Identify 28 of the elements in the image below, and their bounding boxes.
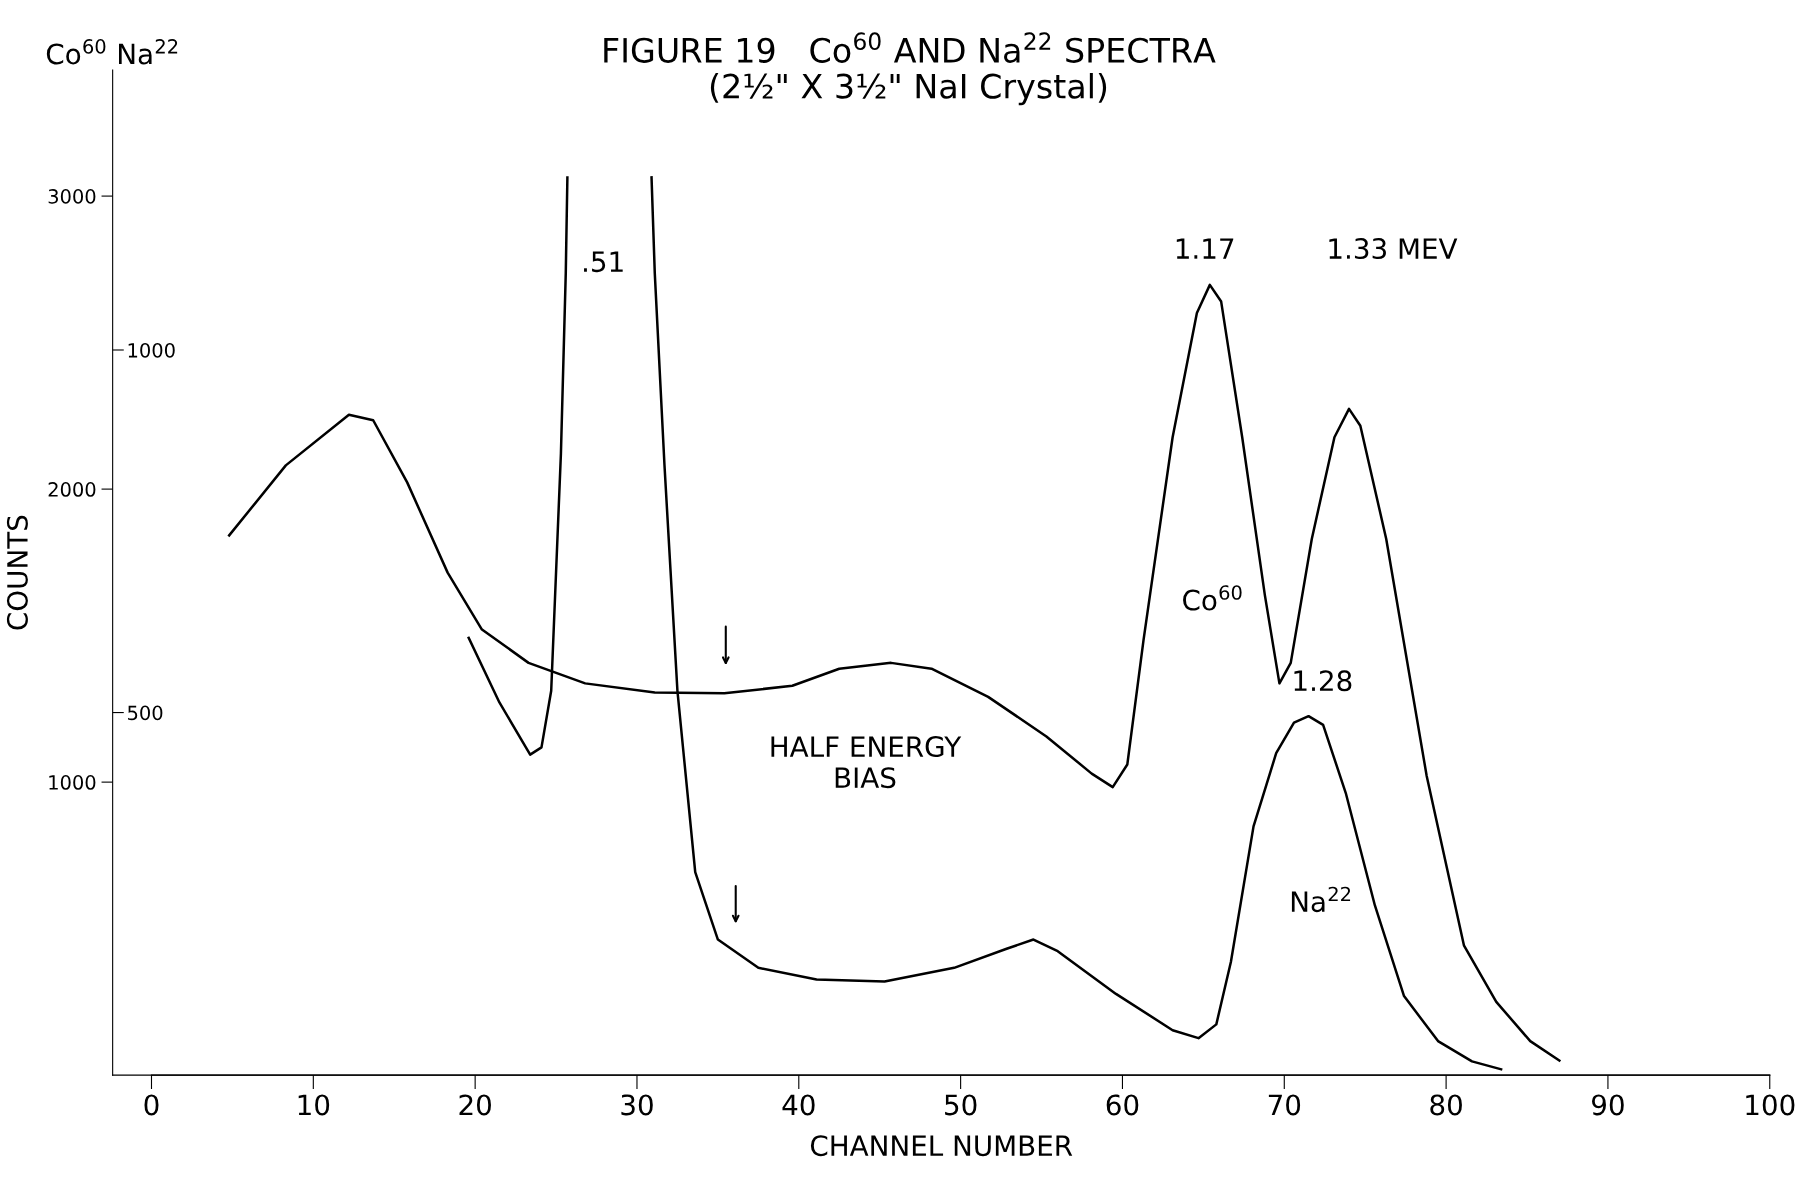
annotation: .51	[584, 251, 623, 273]
series-label: Co$^{60}$	[1183, 585, 1242, 611]
series-label: Na$^{22}$	[1291, 886, 1351, 913]
y2-tick-label: 1000	[128, 342, 175, 358]
y-axis-title: COUNTS	[6, 515, 28, 630]
x-tick-label: 50	[945, 1094, 977, 1116]
x-tick-label: 100	[1746, 1094, 1795, 1116]
x-tick-label: 60	[1106, 1094, 1139, 1116]
x-tick-label: 90	[1592, 1094, 1624, 1116]
x-tick-label: 40	[782, 1094, 815, 1116]
x-tick-label: 0	[144, 1094, 159, 1116]
x-tick-label: 10	[298, 1094, 330, 1116]
y-tick-label: 2000	[48, 482, 96, 497]
y2-tick-label: 500	[128, 705, 163, 721]
x-tick-label: 20	[459, 1094, 491, 1116]
annotation: 1.28	[1294, 670, 1352, 692]
annotation: 1.33 MEV	[1329, 238, 1458, 260]
y-tick-label: 3000	[48, 189, 96, 204]
chart-title: FIGURE 19 Co$^{60}$ AND Na$^{22}$ SPECTRA	[604, 32, 1216, 63]
x-tick-label: 30	[621, 1094, 653, 1116]
y-tick-label: 1000	[49, 775, 96, 790]
x-tick-label: 70	[1268, 1094, 1301, 1116]
x-tick-label: 80	[1430, 1094, 1462, 1116]
annotation: 1.17	[1176, 238, 1234, 259]
text: Co$^{60}$ Na$^{22}$	[46, 39, 178, 65]
chart-subtitle: (2½" X 3½" NaI Crystal)	[710, 72, 1107, 106]
x-axis-title: CHANNEL NUMBER	[810, 1135, 1073, 1157]
annotation: HALF ENERGY BIAS	[771, 736, 962, 789]
